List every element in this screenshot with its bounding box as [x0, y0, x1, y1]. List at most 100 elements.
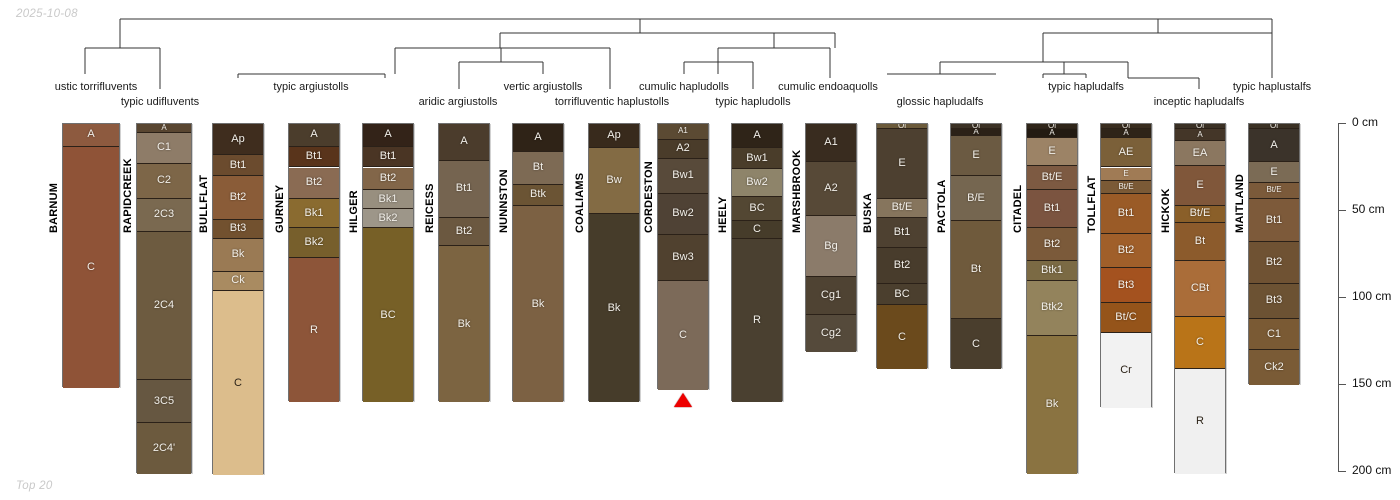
soil-horizon[interactable]: 3C5	[137, 379, 191, 424]
profile-column[interactable]: A1 A2 Bg Cg1 Cg2	[805, 123, 857, 352]
soil-horizon[interactable]: Bt1	[1027, 190, 1077, 229]
soil-horizon[interactable]: Bt	[951, 221, 1001, 319]
profile-column[interactable]: A Bt1 Bt2 Bk1 Bk2 R	[288, 123, 340, 403]
soil-horizon[interactable]: Bt2	[289, 167, 339, 199]
soil-horizon[interactable]: Bt	[513, 151, 563, 185]
soil-horizon[interactable]: Bk2	[363, 209, 413, 229]
soil-horizon[interactable]: E	[1175, 165, 1225, 206]
soil-horizon[interactable]: Bt3	[1101, 268, 1151, 304]
soil-horizon[interactable]: Ap	[213, 124, 263, 156]
soil-horizon[interactable]: Bk	[589, 214, 639, 403]
soil-horizon[interactable]: Bw2	[658, 193, 708, 236]
soil-horizon[interactable]: Bt2	[1249, 242, 1299, 285]
soil-horizon[interactable]: R	[1175, 369, 1225, 474]
soil-horizon[interactable]: C	[732, 221, 782, 239]
profile-column[interactable]: Oi E Bt/E Bt1 Bt2 BC C	[876, 123, 928, 370]
soil-horizon[interactable]: Ck2	[1249, 350, 1299, 385]
profile-column[interactable]: A1 A2 Bw1 Bw2 Bw3 C	[657, 123, 709, 391]
soil-horizon[interactable]: C1	[137, 132, 191, 164]
soil-horizon[interactable]: C	[658, 280, 708, 391]
soil-horizon[interactable]: Bt1	[213, 155, 263, 177]
soil-horizon[interactable]: Bw1	[658, 158, 708, 194]
soil-horizon[interactable]: A	[439, 124, 489, 161]
soil-horizon[interactable]: C	[951, 318, 1001, 370]
soil-horizon[interactable]: C	[63, 146, 119, 389]
soil-horizon[interactable]: Bk1	[363, 190, 413, 210]
soil-horizon[interactable]: A1	[806, 124, 856, 163]
soil-horizon[interactable]: Bt1	[877, 217, 927, 248]
soil-horizon[interactable]: R	[289, 257, 339, 403]
profile-column[interactable]: Oi A E B/E Bt C	[950, 123, 1002, 370]
profile-column[interactable]: Ap Bt1 Bt2 Bt3 Bk Ck C	[212, 123, 264, 476]
soil-horizon[interactable]: E	[1249, 162, 1299, 184]
soil-horizon[interactable]: 2C4	[137, 231, 191, 380]
soil-horizon[interactable]: A2	[658, 139, 708, 159]
soil-horizon[interactable]: BC	[732, 197, 782, 222]
soil-horizon[interactable]: A	[951, 129, 1001, 137]
soil-horizon[interactable]: Bt/E	[1249, 183, 1299, 199]
soil-horizon[interactable]: Ck	[213, 271, 263, 292]
soil-horizon[interactable]: C	[213, 291, 263, 476]
profile-column[interactable]: A Bt Btk Bk	[512, 123, 564, 403]
soil-horizon[interactable]: E	[951, 136, 1001, 177]
profile-column[interactable]: A Bt1 Bt2 Bk	[438, 123, 490, 403]
soil-horizon[interactable]: R	[732, 238, 782, 403]
soil-horizon[interactable]: A	[363, 124, 413, 147]
soil-horizon[interactable]: Cr	[1101, 332, 1151, 408]
soil-horizon[interactable]: Oi	[951, 124, 1001, 130]
soil-horizon[interactable]: Oi	[877, 124, 927, 130]
profile-column[interactable]: Oi A E Bt/E Bt1 Bt2 Btk1 Btk2 Bk	[1026, 123, 1078, 474]
profile-column[interactable]: Oi A E Bt/E Bt1 Bt2 Bt3 C1 Ck2	[1248, 123, 1300, 385]
soil-horizon[interactable]: Bw	[589, 148, 639, 215]
soil-horizon[interactable]: 2C3	[137, 198, 191, 232]
soil-horizon[interactable]: Btk	[513, 184, 563, 206]
soil-horizon[interactable]: 2C4'	[137, 423, 191, 474]
soil-horizon[interactable]: Oi	[1175, 124, 1225, 130]
soil-horizon[interactable]: A	[137, 124, 191, 133]
soil-horizon[interactable]: Bk2	[289, 228, 339, 258]
soil-horizon[interactable]: Bg	[806, 216, 856, 278]
soil-horizon[interactable]: A2	[806, 162, 856, 217]
profile-column[interactable]: Oi A AE E Bt/E Bt1 Bt2 Bt3 Bt/C Cr	[1100, 123, 1152, 408]
soil-horizon[interactable]: Bk	[439, 245, 489, 403]
soil-horizon[interactable]: Cg2	[806, 315, 856, 352]
soil-horizon[interactable]: Bw3	[658, 235, 708, 281]
soil-horizon[interactable]: Btk2	[1027, 280, 1077, 337]
soil-horizon[interactable]: C	[1175, 317, 1225, 370]
soil-horizon[interactable]: Bt2	[439, 217, 489, 246]
soil-horizon[interactable]: A	[1027, 129, 1077, 138]
soil-horizon[interactable]: A	[513, 124, 563, 152]
soil-horizon[interactable]: Bt/C	[1101, 303, 1151, 333]
soil-horizon[interactable]: E	[1027, 137, 1077, 166]
soil-horizon[interactable]: Bt2	[877, 247, 927, 285]
profile-column[interactable]: Oi A EA E Bt/E Bt CBt C R	[1174, 123, 1226, 474]
soil-horizon[interactable]: Bt2	[1027, 228, 1077, 262]
profile-column[interactable]: Ap Bw Bk	[588, 123, 640, 403]
soil-horizon[interactable]: Bt2	[1101, 233, 1151, 269]
profile-column[interactable]: A C1 C2 2C3 2C4 3C5 2C4'	[136, 123, 192, 474]
soil-horizon[interactable]: Bt2	[363, 167, 413, 191]
soil-horizon[interactable]: A	[1249, 129, 1299, 163]
soil-horizon[interactable]: Bk	[513, 205, 563, 403]
soil-horizon[interactable]: Bt/E	[1175, 205, 1225, 224]
soil-horizon[interactable]: A	[1101, 129, 1151, 138]
soil-horizon[interactable]: A	[732, 124, 782, 149]
soil-horizon[interactable]: Bt2	[213, 176, 263, 220]
soil-horizon[interactable]: Bt1	[363, 146, 413, 168]
soil-horizon[interactable]: C2	[137, 164, 191, 199]
soil-horizon[interactable]: Bk1	[289, 198, 339, 229]
soil-horizon[interactable]: B/E	[951, 176, 1001, 222]
soil-horizon[interactable]: E	[1101, 167, 1151, 182]
soil-horizon[interactable]: Bk	[213, 238, 263, 272]
profile-column[interactable]: A Bt1 Bt2 Bk1 Bk2 BC	[362, 123, 414, 403]
soil-horizon[interactable]: A	[1175, 129, 1225, 142]
soil-horizon[interactable]: Bw1	[732, 148, 782, 170]
soil-horizon[interactable]: EA	[1175, 141, 1225, 166]
soil-horizon[interactable]: Bt3	[213, 219, 263, 239]
soil-horizon[interactable]: A	[63, 124, 119, 147]
soil-horizon[interactable]: A1	[658, 124, 708, 140]
soil-horizon[interactable]: BC	[363, 228, 413, 403]
soil-horizon[interactable]: Bw2	[732, 169, 782, 198]
soil-horizon[interactable]: CBt	[1175, 261, 1225, 318]
